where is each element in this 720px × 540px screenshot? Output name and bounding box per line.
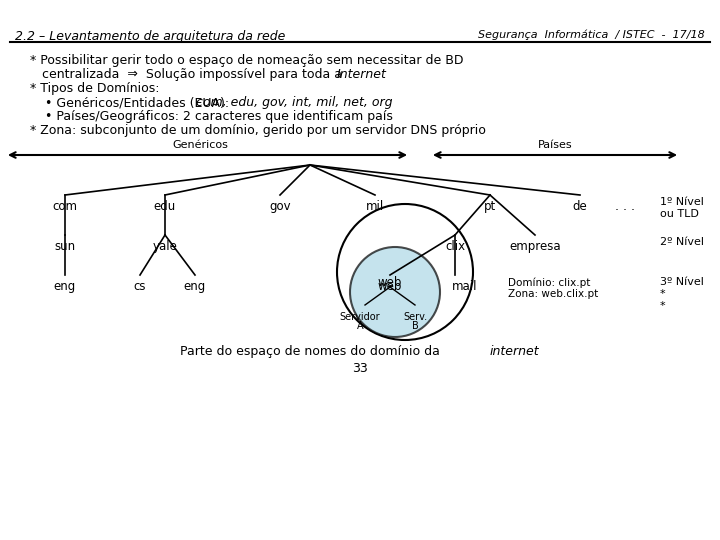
Text: gov: gov [269,200,291,213]
Text: de: de [572,200,588,213]
Text: 2.2 – Levantamento de arquitetura da rede: 2.2 – Levantamento de arquitetura da red… [15,30,285,43]
Text: 2º Nível: 2º Nível [660,237,704,247]
Text: ou TLD: ou TLD [660,209,699,219]
Text: *: * [660,289,665,299]
Text: Internet: Internet [337,68,387,81]
Text: • Genéricos/Entidades (EUA):: • Genéricos/Entidades (EUA): [45,96,233,109]
Text: • Países/Geográficos: 2 caracteres que identificam país: • Países/Geográficos: 2 caracteres que i… [45,110,393,123]
Text: Domínio: clix.pt: Domínio: clix.pt [508,277,590,287]
Text: mail: mail [452,280,478,293]
Text: cs: cs [134,280,146,293]
Text: web: web [378,275,402,288]
Circle shape [350,247,440,337]
Text: *: * [660,301,665,311]
Text: Zona: web.clix.pt: Zona: web.clix.pt [508,289,598,299]
Text: yale: yale [153,240,177,253]
Text: Segurança  Informática  / ISTEC  -  17/18: Segurança Informática / ISTEC - 17/18 [478,30,705,40]
Text: com: com [53,200,78,213]
Text: B: B [412,321,418,331]
Text: Servidor: Servidor [340,312,380,322]
Text: com, edu, gov, int, mil, net, org: com, edu, gov, int, mil, net, org [196,96,392,109]
Text: eng: eng [184,280,206,293]
Text: mil: mil [366,200,384,213]
Text: * Zona: subconjunto de um domínio, gerido por um servidor DNS próprio: * Zona: subconjunto de um domínio, gerid… [30,124,486,137]
Text: Parte do espaço de nomes do domínio da: Parte do espaço de nomes do domínio da [180,345,444,358]
Text: clix: clix [445,240,465,253]
Text: Países: Países [538,140,572,150]
Text: Serv.: Serv. [403,312,427,322]
Text: internet: internet [490,345,539,358]
Text: 33: 33 [352,362,368,375]
Text: edu: edu [154,200,176,213]
Text: A: A [356,321,364,331]
Text: 3º Nível: 3º Nível [660,277,704,287]
Text: centralizada  ⇒  Solução impossível para toda a: centralizada ⇒ Solução impossível para t… [30,68,346,81]
Text: * Tipos de Domínios:: * Tipos de Domínios: [30,82,160,95]
Text: eng: eng [54,280,76,293]
Text: * Possibilitar gerir todo o espaço de nomeação sem necessitar de BD: * Possibilitar gerir todo o espaço de no… [30,54,464,67]
Text: empresa: empresa [509,240,561,253]
Text: 1º Nível: 1º Nível [660,197,704,207]
Text: sun: sun [55,240,76,253]
Text: Genéricos: Genéricos [172,140,228,150]
Text: . . .: . . . [615,200,635,213]
Text: web: web [378,280,402,293]
Text: pt: pt [484,200,496,213]
